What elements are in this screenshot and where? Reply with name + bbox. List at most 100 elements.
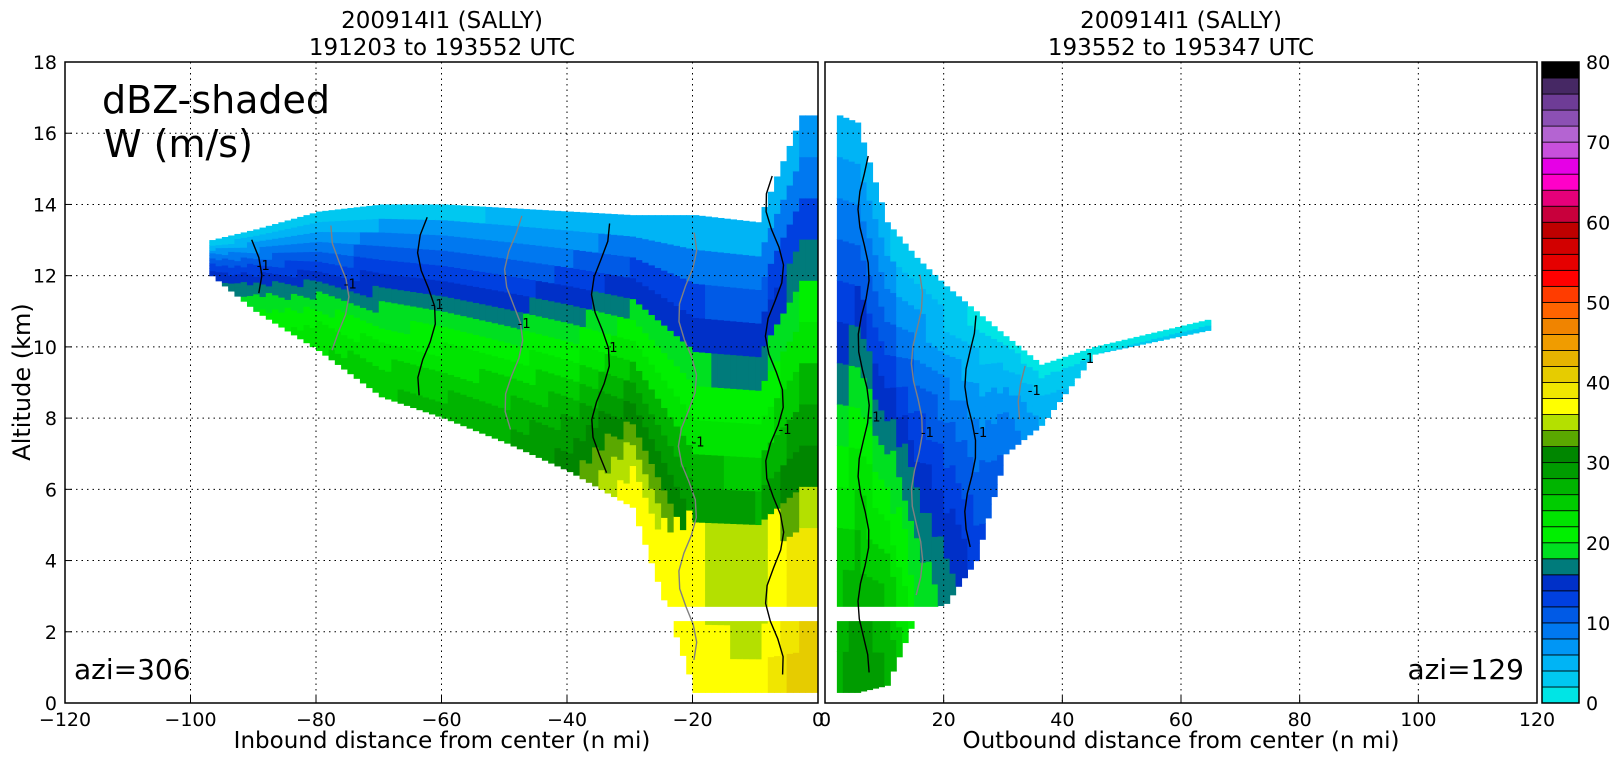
reflectivity-cell — [811, 156, 818, 199]
reflectivity-cell — [786, 458, 794, 498]
reflectivity-cell — [523, 330, 530, 349]
reflectivity-cell — [730, 557, 738, 592]
reflectivity-cell — [985, 349, 992, 364]
reflectivity-cell — [209, 273, 217, 277]
reflectivity-cell — [1026, 394, 1034, 402]
colorbar-swatch — [1541, 253, 1580, 271]
reflectivity-cell — [698, 488, 706, 523]
reflectivity-cell — [1068, 376, 1075, 380]
reflectivity-cell — [479, 255, 487, 272]
w-contour-line — [590, 223, 611, 474]
reflectivity-cell — [967, 381, 974, 401]
reflectivity-cell — [799, 403, 807, 446]
reflectivity-cell — [1186, 331, 1194, 333]
reflectivity-cell — [391, 232, 399, 248]
reflectivity-cell — [272, 273, 279, 282]
reflectivity-cell — [1026, 366, 1034, 373]
reflectivity-cell — [890, 576, 897, 609]
reflectivity-cell — [931, 369, 939, 395]
reflectivity-cell — [1181, 329, 1188, 331]
reflectivity-cell — [548, 246, 556, 266]
reflectivity-cell — [767, 549, 775, 586]
reflectivity-cell — [1181, 334, 1188, 336]
reflectivity-cell — [878, 513, 885, 549]
reflectivity-cell — [523, 347, 530, 366]
reflectivity-cell — [272, 231, 279, 239]
reflectivity-cell — [723, 421, 731, 457]
reflectivity-cell — [1008, 418, 1016, 427]
reflectivity-cell — [610, 435, 618, 457]
reflectivity-cell — [328, 349, 336, 361]
reflectivity-cell — [228, 251, 236, 256]
reflectivity-cell — [949, 551, 957, 574]
reflectivity-cell — [730, 523, 738, 558]
reflectivity-cell — [1186, 328, 1194, 330]
reflectivity-cell — [786, 223, 794, 264]
reflectivity-cell — [1050, 371, 1057, 376]
reflectivity-cell — [866, 388, 874, 427]
reflectivity-cell — [919, 537, 927, 563]
reflectivity-cell — [774, 397, 781, 435]
reflectivity-cell — [854, 163, 862, 205]
reflectivity-cell — [604, 233, 612, 255]
reflectivity-cell — [648, 339, 656, 365]
reflectivity-cell — [567, 230, 574, 250]
reflectivity-cell — [767, 370, 775, 407]
reflectivity-cell — [215, 274, 223, 279]
reflectivity-cell — [717, 522, 725, 558]
reflectivity-cell — [985, 433, 992, 449]
reflectivity-cell — [265, 285, 273, 294]
reflectivity-cell — [736, 422, 744, 457]
reflectivity-cell — [554, 356, 562, 376]
reflectivity-cell — [925, 293, 933, 319]
reflectivity-cell — [246, 268, 254, 275]
reflectivity-cell — [967, 306, 974, 326]
reflectivity-cell — [246, 252, 254, 259]
reflectivity-cell — [403, 304, 411, 320]
reflectivity-cell — [943, 535, 951, 559]
reflectivity-cell — [598, 272, 606, 293]
reflectivity-cell — [353, 219, 361, 233]
reflectivity-cell — [504, 308, 512, 327]
reflectivity-cell — [748, 658, 756, 693]
reflectivity-cell — [811, 445, 818, 487]
reflectivity-cell — [937, 489, 945, 514]
reflectivity-cell — [1204, 320, 1212, 322]
reflectivity-cell — [854, 407, 862, 449]
reflectivity-cell — [284, 283, 292, 293]
reflectivity-cell — [234, 264, 242, 271]
reflectivity-cell — [209, 252, 217, 256]
reflectivity-cell — [573, 287, 581, 307]
reflectivity-cell — [961, 538, 968, 559]
reflectivity-cell — [1056, 398, 1063, 403]
reflectivity-cell — [1044, 374, 1052, 379]
reflectivity-cell — [755, 457, 763, 492]
reflectivity-cell — [422, 263, 430, 280]
reflectivity-cell — [617, 398, 625, 420]
reflectivity-cell — [341, 277, 348, 290]
reflectivity-cell — [529, 419, 537, 438]
reflectivity-cell — [523, 434, 530, 453]
reflectivity-cell — [567, 378, 574, 398]
reflectivity-cell — [860, 377, 868, 418]
reflectivity-cell — [573, 305, 581, 326]
reflectivity-cell — [567, 267, 574, 287]
reflectivity-cell — [1026, 377, 1034, 385]
reflectivity-cell — [848, 447, 856, 489]
right-gridlines — [825, 62, 1537, 703]
reflectivity-cell — [919, 487, 927, 513]
reflectivity-cell — [1163, 336, 1170, 338]
reflectivity-cell — [648, 388, 656, 415]
reflectivity-cell — [698, 249, 706, 285]
reflectivity-cell — [736, 456, 744, 491]
reflectivity-cell — [341, 334, 348, 347]
reflectivity-cell — [636, 414, 643, 438]
reflectivity-cell — [466, 253, 474, 270]
reflectivity-cell — [353, 366, 361, 379]
reflectivity-cell — [372, 311, 380, 326]
reflectivity-cell — [567, 360, 574, 380]
reflectivity-cell — [290, 243, 298, 253]
reflectivity-cell — [497, 324, 505, 342]
reflectivity-cell — [460, 268, 468, 285]
